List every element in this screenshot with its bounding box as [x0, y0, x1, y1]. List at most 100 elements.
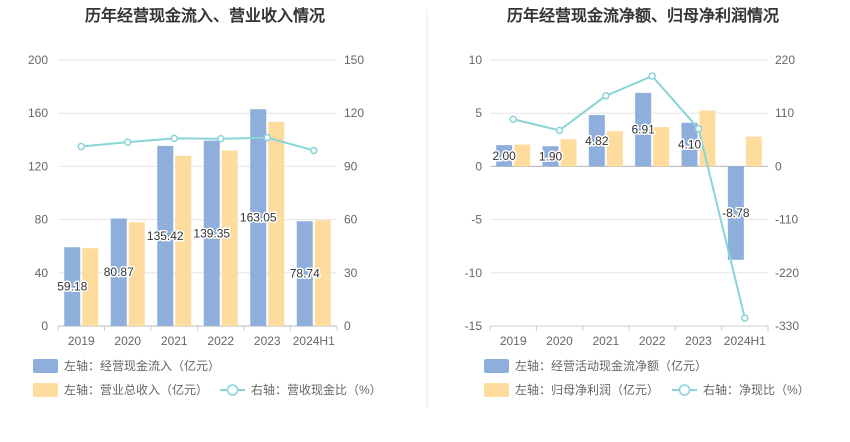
chart-panel-2: 历年经营现金流净额、归母净利润情况 -15 -330 -10 -220 -5 -110 0 0 5… — [465, 6, 810, 397]
right-axis-tick: 90 — [344, 159, 358, 173]
bar-data-label: 80.87 — [104, 265, 134, 279]
bar-data-label: 6.91 — [631, 123, 655, 137]
x-axis-tick-label: 2021 — [592, 334, 619, 348]
legend-swatch — [484, 359, 509, 373]
right-axis-tick: -330 — [775, 319, 799, 333]
right-axis-tick: -110 — [775, 213, 798, 227]
legend-marker-icon — [226, 384, 239, 396]
legend-swatch — [33, 359, 58, 373]
left-axis-tick: -15 — [465, 319, 483, 333]
legend-label: 左轴：营业总收入（亿元） — [64, 382, 208, 397]
bar-secondary — [314, 220, 331, 326]
ratio-point — [310, 146, 318, 155]
bar-data-label: 1.90 — [539, 149, 563, 163]
legend-label: 右轴：净现比（%） — [703, 382, 810, 397]
ratio-point — [694, 124, 703, 133]
legend-item: 左轴：经营现金流入（亿元） — [33, 358, 220, 373]
bar-data-label: -8.78 — [722, 206, 750, 220]
bar-secondary — [175, 155, 192, 326]
right-axis-tick: 120 — [344, 106, 364, 120]
ratio-point — [648, 72, 656, 80]
legend-swatch — [33, 383, 58, 397]
legend-item: 左轴：经营活动现金流净额（亿元） — [484, 358, 707, 373]
ratio-point — [555, 126, 564, 135]
right-axis-tick: 30 — [344, 266, 358, 280]
left-axis-tick: 5 — [475, 106, 482, 120]
bar-primary — [542, 146, 559, 167]
x-axis-tick-label: 2020 — [546, 334, 573, 348]
ratio-point — [741, 314, 749, 322]
ratio-point — [124, 138, 132, 146]
bar-primary — [110, 218, 127, 326]
bar-primary — [203, 140, 220, 326]
bar-primary — [588, 115, 605, 167]
chart-title: 历年经营现金流入、营业收入情况 — [85, 6, 325, 25]
right-axis-tick: 0 — [775, 159, 782, 173]
ratio-point — [602, 92, 610, 100]
ratio-point — [509, 115, 517, 123]
bar-data-label: 139.35 — [193, 226, 230, 240]
bar-data-label: 163.05 — [240, 211, 277, 225]
bar-data-label: 135.42 — [147, 229, 184, 243]
x-axis-tick-label: 2023 — [685, 334, 712, 348]
bar-primary — [296, 221, 313, 326]
ratio-line — [81, 136, 315, 152]
x-axis-tick-label: 2020 — [114, 334, 141, 348]
bar-secondary — [82, 248, 99, 326]
bar-data-label: 4.82 — [585, 134, 609, 148]
left-axis-tick: 0 — [41, 319, 48, 333]
right-axis-tick: 220 — [775, 53, 795, 67]
x-axis-tick-label: 2024H1 — [293, 334, 335, 348]
chart-panel-1: 历年经营现金流入、营业收入情况 0 0 40 30 80 60 120 90 160 120 200 1… — [28, 6, 382, 397]
bar-secondary — [268, 121, 285, 326]
left-axis-tick: 160 — [28, 106, 48, 120]
legend-item: 右轴：营收现金比（%） — [220, 382, 382, 397]
ratio-point — [263, 133, 271, 142]
x-axis-tick-label: 2024H1 — [724, 334, 766, 348]
chart-title: 历年经营现金流净额、归母净利润情况 — [507, 6, 779, 25]
legend-marker-icon — [678, 384, 691, 396]
bar-primary — [250, 109, 267, 327]
bar-secondary — [128, 222, 145, 326]
bar-secondary — [606, 131, 623, 167]
bar-primary — [496, 145, 513, 167]
bar-data-label: 78.74 — [290, 267, 320, 281]
ratio-point — [170, 134, 178, 143]
legend-swatch — [484, 383, 509, 397]
left-axis-tick: 10 — [469, 53, 483, 67]
legend-label: 左轴：归母净利润（亿元） — [515, 382, 659, 397]
left-axis-tick: 200 — [28, 53, 48, 67]
bar-secondary — [745, 136, 762, 167]
left-axis-tick: 80 — [35, 213, 49, 227]
left-axis-tick: -5 — [471, 213, 482, 227]
x-axis-tick-label: 2022 — [207, 334, 234, 348]
legend-label: 右轴：营收现金比（%） — [251, 382, 382, 397]
bar-secondary — [514, 144, 531, 167]
bar-secondary — [560, 139, 577, 167]
x-axis-tick-label: 2023 — [254, 334, 281, 348]
legend-item: 左轴：归母净利润（亿元） — [484, 382, 659, 397]
legend-item: 右轴：净现比（%） — [672, 382, 810, 397]
ratio-line — [512, 74, 746, 319]
bar-primary — [64, 247, 81, 326]
bar-primary — [727, 166, 744, 260]
ratio-point — [217, 134, 225, 143]
x-axis-tick-label: 2022 — [639, 334, 666, 348]
right-axis-tick: 0 — [344, 319, 351, 333]
left-axis-tick: 120 — [28, 159, 48, 173]
bar-secondary — [653, 127, 670, 167]
legend-label: 左轴：经营活动现金流净额（亿元） — [515, 358, 707, 373]
bar-secondary — [221, 150, 238, 326]
left-axis-tick: 0 — [475, 159, 482, 173]
left-axis-tick: 40 — [35, 266, 49, 280]
bar-data-label: 4.10 — [678, 138, 702, 152]
legend-item: 左轴：营业总收入（亿元） — [33, 382, 208, 397]
x-axis-tick-label: 2021 — [161, 334, 188, 348]
x-axis-tick-label: 2019 — [500, 334, 527, 348]
right-axis-tick: 150 — [344, 53, 364, 67]
bar-data-label: 59.18 — [57, 280, 87, 294]
bar-primary — [681, 122, 698, 167]
bar-primary — [157, 145, 174, 326]
